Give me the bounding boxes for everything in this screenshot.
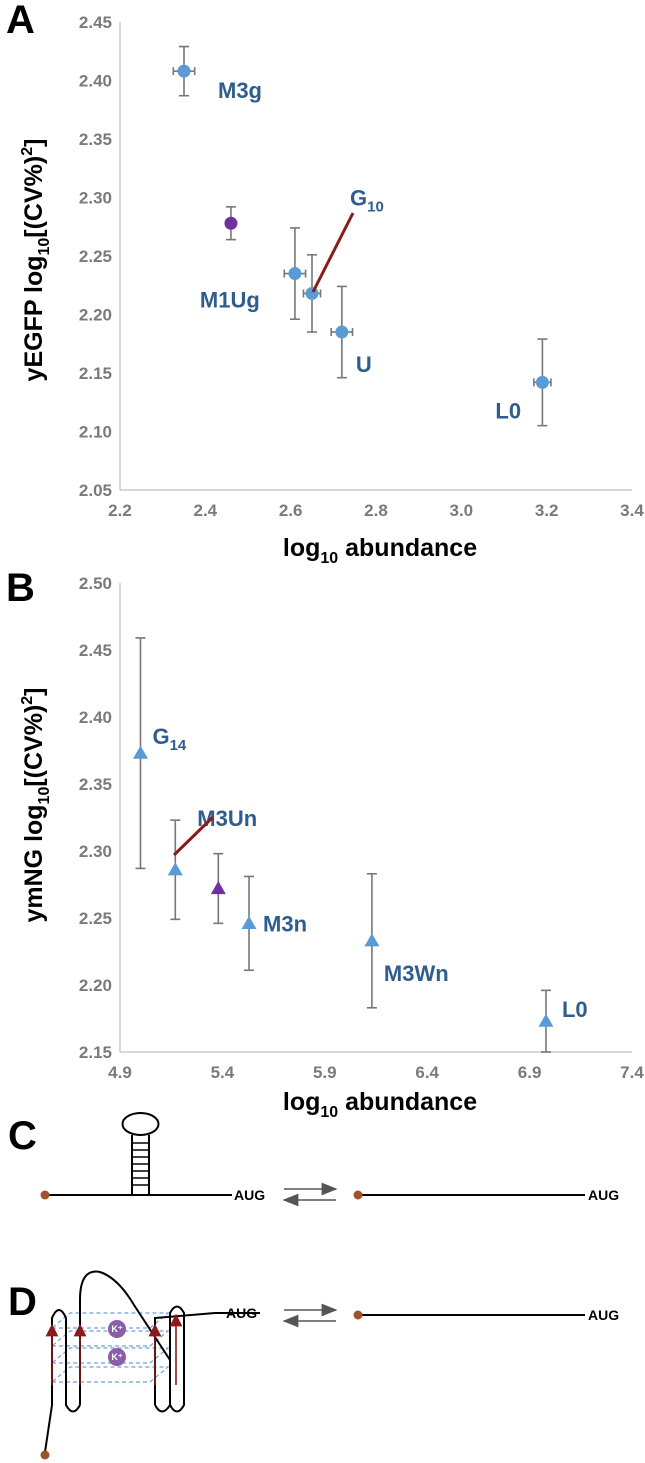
panel-letter-d: D — [8, 1280, 37, 1324]
chart-a-x-tick-label: 3.2 — [535, 501, 559, 520]
chart-b-x-tick-label: 5.4 — [211, 1063, 235, 1082]
y-axis-label-b: ymNG log10[(CV%)2] — [19, 687, 53, 922]
chart-b-point-label: L0 — [562, 997, 588, 1022]
chart-a-point: L0 — [495, 338, 552, 427]
chart-b-point: L0 — [538, 989, 588, 1053]
chart-b-x-tick-label: 7.4 — [620, 1063, 644, 1082]
y-axis-label-a: yEGFP log10[(CV%)2] — [19, 139, 53, 382]
chart-a-y-tick-label: 2.20 — [79, 306, 112, 325]
chart-a-y-tick-label: 2.35 — [79, 130, 112, 149]
chart-a-point-label: M1Ug — [200, 288, 260, 313]
chart-b-y-tick-label: 2.15 — [79, 1043, 112, 1062]
m3un-leader-line — [172, 815, 215, 857]
x-axis-label-a: log10 abundance — [283, 534, 477, 567]
chart-a-y-tick-label: 2.10 — [79, 423, 112, 442]
svg-text:K⁺: K⁺ — [111, 1324, 122, 1334]
chart-a-marker-circle — [288, 267, 302, 281]
chart-a-x-tick-label: 3.4 — [620, 501, 644, 520]
chart-a-marker-circle — [335, 325, 349, 339]
chart-b-y-tick-label: 2.40 — [79, 708, 112, 727]
chart-a-point: M1Ug — [200, 227, 307, 320]
chart-a-x-tick-label: 2.4 — [194, 501, 218, 520]
chart-b-y-tick-label: 2.45 — [79, 641, 112, 660]
x-axis-label-b: log10 abundance — [283, 1088, 477, 1121]
chart-b-x-tick-label: 6.9 — [518, 1063, 542, 1082]
chart-a-x-tick-label: 2.8 — [364, 501, 388, 520]
aug-label-right-d: AUG — [588, 1307, 619, 1323]
chart-b-marker-triangle — [538, 1013, 554, 1027]
chart-a-x-tick-label: 2.6 — [279, 501, 303, 520]
chart-b-point: G14 — [132, 637, 187, 870]
chart-b-y-tick-label: 2.30 — [79, 842, 112, 861]
chart-a-point: G10 — [302, 185, 384, 333]
quadruplex-strands — [44, 1270, 260, 1453]
chart-a-point — [224, 206, 238, 241]
chart-b-point: M3Un — [167, 806, 257, 921]
chart-b-y-tick-label: 2.20 — [79, 976, 112, 995]
chart-b-point — [210, 852, 226, 925]
chart-b-marker-triangle — [132, 745, 148, 759]
chart-a-point-label: M3g — [218, 78, 262, 103]
chart-b-point: M3Wn — [364, 872, 449, 1009]
cap-dot-right-c — [353, 1190, 363, 1200]
cap-dot-right-d — [353, 1310, 363, 1320]
chart-a-point-label: L0 — [495, 398, 521, 423]
chart-b-point-label: M3Un — [197, 806, 257, 831]
potassium-ion-2: K⁺ — [108, 1348, 126, 1366]
chart-a-point-label: G10 — [350, 185, 384, 215]
potassium-ion-1: K⁺ — [108, 1320, 126, 1338]
chart-b-marker-triangle — [210, 881, 226, 895]
chart-b-point: M3n — [241, 875, 307, 972]
chart-a-y-tick-label: 2.40 — [79, 72, 112, 91]
chart-b-y-tick-label: 2.35 — [79, 775, 112, 794]
hairpin-stem — [121, 1112, 160, 1195]
chart-b-y-tick-label: 2.50 — [79, 574, 112, 593]
chart-a-point-label: U — [356, 352, 372, 377]
aug-label-left-d: AUG — [226, 1305, 257, 1321]
chart-b-point-label: M3n — [263, 911, 307, 936]
chart-a-y-tick-label: 2.30 — [79, 189, 112, 208]
chart-a-y-tick-label: 2.05 — [79, 481, 112, 500]
strand-direction-arrows — [45, 1313, 183, 1385]
chart-a-x-tick-label: 3.0 — [450, 501, 474, 520]
chart-a-point: M3g — [172, 45, 262, 103]
chart-a-y-tick-label: 2.45 — [79, 13, 112, 32]
aug-label-right-c: AUG — [588, 1187, 619, 1203]
aug-label-left-c: AUG — [234, 1187, 265, 1203]
panel-letter-b: B — [6, 566, 35, 610]
chart-a-point: U — [330, 285, 372, 379]
cap-dot-left-c — [40, 1190, 50, 1200]
chart-a-y-tick-label: 2.25 — [79, 247, 112, 266]
chart-a-marker-circle — [535, 375, 549, 389]
g10-leader-line — [311, 212, 355, 293]
cap-dot-left-d — [40, 1450, 50, 1460]
chart-b-y-tick-label: 2.25 — [79, 909, 112, 928]
chart-b-point-label: M3Wn — [384, 961, 449, 986]
chart-b-x-tick-label: 5.9 — [313, 1063, 337, 1082]
chart-b-x-tick-label: 4.9 — [108, 1063, 132, 1082]
chart-a-x-tick-label: 2.2 — [108, 501, 132, 520]
chart-b-marker-triangle — [167, 862, 183, 876]
panel-letter-c: C — [8, 1114, 37, 1158]
chart-b-marker-triangle — [241, 915, 257, 929]
chart-a-marker-circle — [224, 216, 238, 230]
chart-b-point-label: G14 — [152, 724, 186, 754]
panel-letter-a: A — [6, 0, 35, 42]
chart-a-y-tick-label: 2.15 — [79, 364, 112, 383]
chart-b-x-tick-label: 6.4 — [415, 1063, 439, 1082]
chart-b-marker-triangle — [364, 933, 380, 947]
chart-a-marker-circle — [177, 64, 191, 78]
svg-text:K⁺: K⁺ — [111, 1352, 122, 1362]
